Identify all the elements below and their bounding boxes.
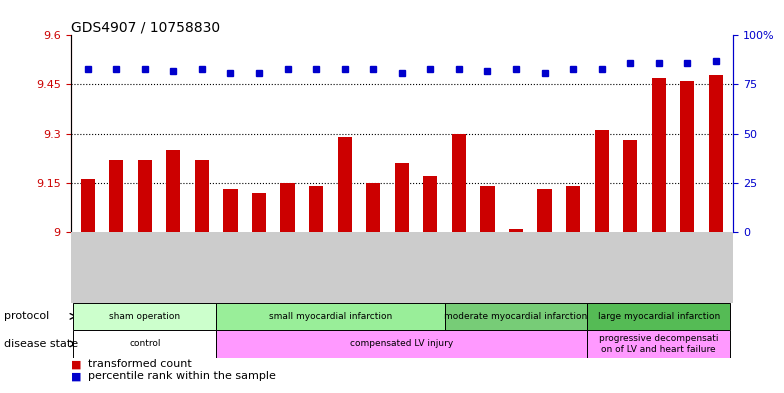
Bar (281, 183, 295, 232)
Bar (109, 160, 123, 232)
Bar (566, 186, 580, 232)
Text: GDS4907 / 10758830: GDS4907 / 10758830 (71, 20, 220, 34)
Bar (452, 134, 466, 232)
Text: ■: ■ (71, 371, 85, 381)
Bar (652, 78, 666, 232)
Text: compensated LV injury: compensated LV injury (350, 340, 453, 348)
Bar (223, 189, 238, 232)
Text: large myocardial infarction: large myocardial infarction (597, 312, 720, 321)
Bar (509, 229, 523, 232)
Bar (594, 130, 609, 232)
Text: percentile rank within the sample: percentile rank within the sample (88, 371, 276, 381)
Bar (394, 163, 409, 232)
Bar (166, 150, 180, 232)
Text: moderate myocardial infarction: moderate myocardial infarction (445, 312, 588, 321)
Bar (309, 186, 323, 232)
Bar (74, 330, 216, 358)
Bar (423, 176, 437, 232)
Bar (138, 160, 152, 232)
Bar (366, 183, 380, 232)
Bar (74, 303, 216, 330)
Bar (445, 303, 587, 330)
Bar (623, 140, 637, 232)
Bar (252, 193, 266, 232)
Bar (338, 137, 352, 232)
Text: ■: ■ (71, 360, 85, 369)
Bar (481, 186, 495, 232)
Bar (587, 303, 730, 330)
Bar (587, 330, 730, 358)
Bar (681, 81, 695, 232)
Text: disease state: disease state (4, 339, 78, 349)
Bar (81, 180, 95, 232)
Text: progressive decompensati
on of LV and heart failure: progressive decompensati on of LV and he… (599, 334, 719, 354)
Text: transformed count: transformed count (88, 360, 191, 369)
Text: control: control (129, 340, 161, 348)
Text: small myocardial infarction: small myocardial infarction (269, 312, 392, 321)
Bar (216, 303, 445, 330)
Text: sham operation: sham operation (109, 312, 180, 321)
Bar (216, 330, 587, 358)
Bar (709, 75, 723, 232)
Bar (538, 189, 552, 232)
Text: protocol: protocol (4, 311, 49, 321)
Bar (194, 160, 209, 232)
